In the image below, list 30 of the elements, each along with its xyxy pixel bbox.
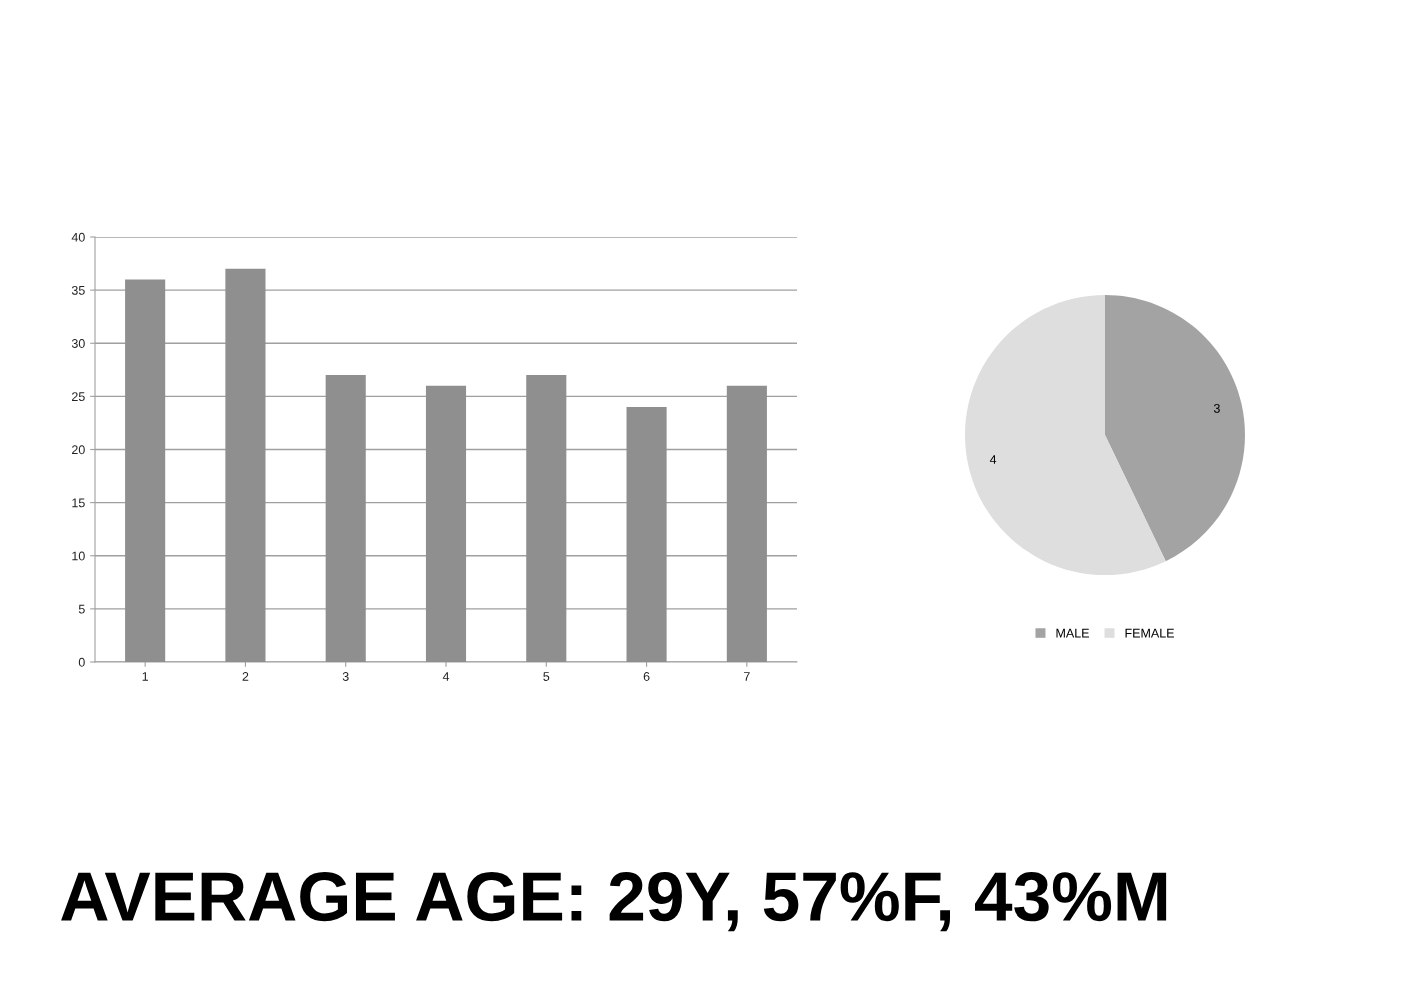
text: AVERAGE AGE: 29Y, 57%F, 43%M	[61, 872, 1167, 932]
bar	[225, 268, 266, 662]
x-tick-label: 4	[442, 672, 450, 681]
data-label: 4	[989, 455, 997, 464]
bar	[626, 407, 667, 662]
x-tick-label: 2	[242, 672, 249, 681]
x-tick-label: 7	[744, 672, 750, 681]
data-label: 3	[1213, 403, 1220, 413]
x-tick-label: 3	[342, 672, 349, 681]
y-tick-label: 5	[78, 604, 85, 614]
pie-slice	[1105, 295, 1245, 562]
y-tick-label: 25	[72, 392, 85, 402]
bar	[325, 375, 366, 662]
y-tick-label: 10	[72, 551, 85, 561]
y-tick-label: 15	[72, 498, 85, 508]
x-tick-label: 5	[543, 672, 550, 681]
y-tick-label: 35	[71, 285, 85, 295]
pie-slice	[965, 295, 1166, 575]
y-tick-label: 40	[71, 232, 85, 242]
y-tick-label: 20	[72, 445, 85, 455]
legend-label: FEMALE	[1125, 628, 1174, 638]
legend-label: MALE	[1056, 628, 1089, 638]
bar	[726, 385, 767, 662]
y-tick-label: 0	[78, 657, 85, 667]
bar	[425, 385, 467, 662]
bar	[125, 279, 166, 662]
y-tick-label: 30	[71, 339, 85, 348]
x-tick-label: 6	[643, 672, 650, 681]
bar	[526, 375, 567, 662]
x-tick-label: 1	[142, 672, 149, 681]
